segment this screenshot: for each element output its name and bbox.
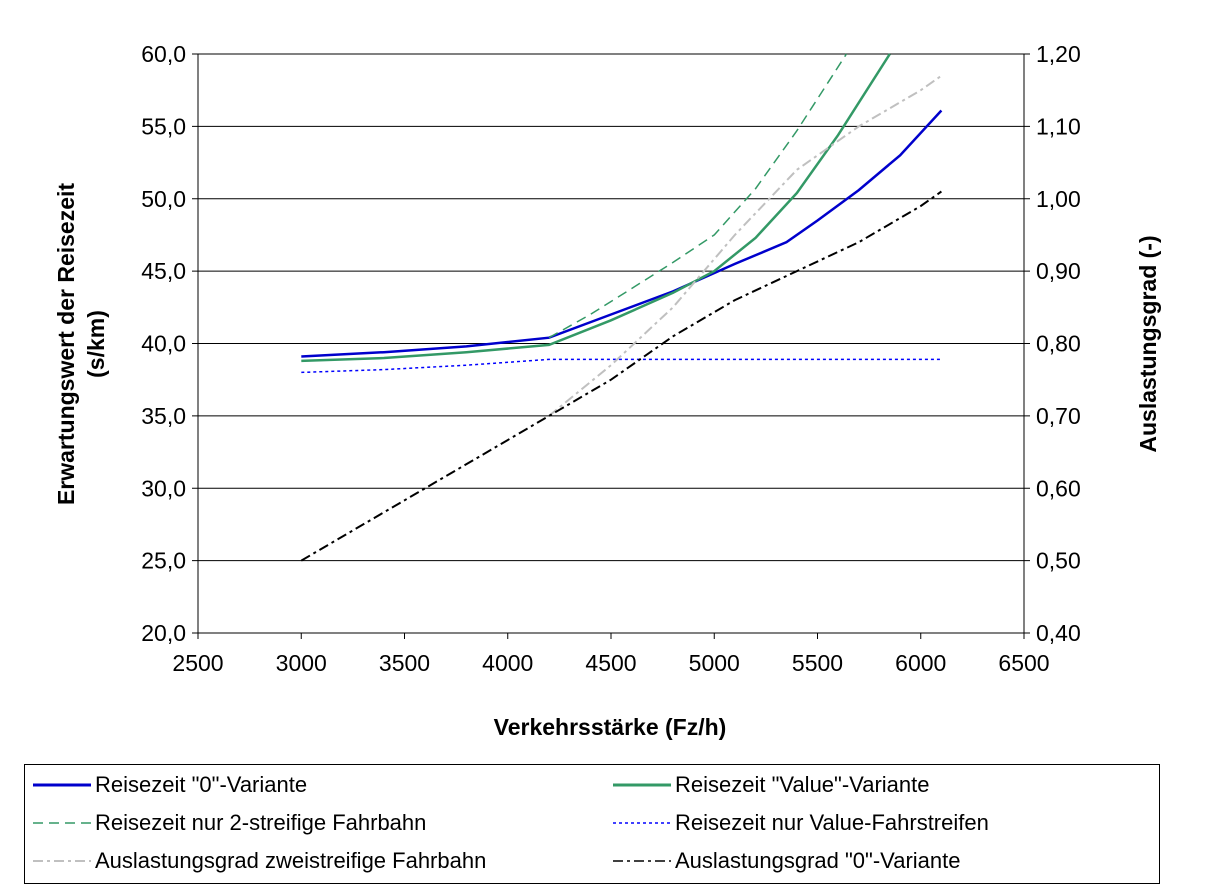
legend-swatch [613,860,671,862]
x-tick-label: 5000 [689,650,740,676]
y-tick-label: 55,0 [141,113,186,139]
legend-item: Auslastungsgrad "0"-Variante [613,843,960,879]
y2-tick-label: 1,00 [1036,186,1081,212]
legend-label: Reisezeit "Value"-Variante [675,772,930,797]
x-tick-label: 6500 [998,650,1049,676]
legend-label: Reisezeit "0"-Variante [95,772,308,797]
x-axis-title: Verkehrsstärke (Fz/h) [494,714,727,740]
legend: Reisezeit "0"-Variante Reisezeit "Value"… [24,764,1160,884]
legend-item: Auslastungsgrad zweistreifige Fahrbahn [33,843,486,879]
legend-item: Reisezeit "0"-Variante [33,767,307,803]
y-tick-label: 20,0 [141,620,186,646]
legend-swatch [33,783,91,787]
y-axis-title-line1: Erwartungswert der Reisezeit [53,183,79,505]
gridlines [198,53,1024,562]
series-line [301,109,943,358]
y2-tick-label: 0,40 [1036,620,1081,646]
y-tick-label: 60,0 [141,41,186,67]
x-tick-label: 4000 [482,650,533,676]
y2-tick-label: 0,70 [1036,403,1081,429]
legend-swatch [33,860,91,862]
x-tick-label: 3000 [276,650,327,676]
legend-swatch [613,822,671,824]
y-tick-label: 40,0 [141,331,186,357]
series-lines [300,53,943,562]
y-tick-label: 45,0 [141,258,186,284]
y2-tick-label: 0,50 [1036,548,1081,574]
series-line [301,53,891,363]
y2-tick-label: 0,80 [1036,331,1081,357]
y-axis-title-line2: (s/km) [83,310,109,378]
x-tick-label: 3500 [379,650,430,676]
y2-tick-label: 0,90 [1036,258,1081,284]
x-tick-label: 2500 [172,650,223,676]
legend-label: Auslastungsgrad "0"-Variante [675,848,961,873]
legend-label: Reisezeit nur Value-Fahrstreifen [675,810,989,835]
y2-tick-label: 1,20 [1036,41,1081,67]
x-tick-label: 6000 [895,650,946,676]
series-line [548,74,942,417]
y-tick-label: 30,0 [141,475,186,501]
x-tick-label: 4500 [585,650,636,676]
y-tick-label: 50,0 [141,186,186,212]
y2-tick-label: 0,60 [1036,475,1081,501]
tick-labels: 20,0 0,40 25,0 0,50 30,0 0,60 35,0 0,70 40,0 0,80… [141,41,1081,676]
legend-item: Reisezeit nur Value-Fahrstreifen [613,805,989,841]
series-line [301,358,942,374]
x-tick-label: 5500 [792,650,843,676]
legend-swatch [33,822,91,824]
legend-swatch [613,783,671,787]
legend-item: Reisezeit nur 2-streifige Fahrbahn [33,805,426,841]
series-line [548,53,848,339]
y-tick-label: 35,0 [141,403,186,429]
legend-label: Reisezeit nur 2-streifige Fahrbahn [95,810,427,835]
y2-tick-label: 1,10 [1036,113,1081,139]
legend-item: Reisezeit "Value"-Variante [613,767,929,803]
axes [192,53,1030,639]
y-tick-label: 25,0 [141,548,186,574]
series-line [300,190,942,562]
y2-axis-title: Auslastungsgrad (-) [1135,235,1161,452]
chart-svg: 20,0 0,40 25,0 0,50 30,0 0,60 35,0 0,70 40,0 0,80… [53,41,1161,740]
legend-label: Auslastungsgrad zweistreifige Fahrbahn [95,848,487,873]
